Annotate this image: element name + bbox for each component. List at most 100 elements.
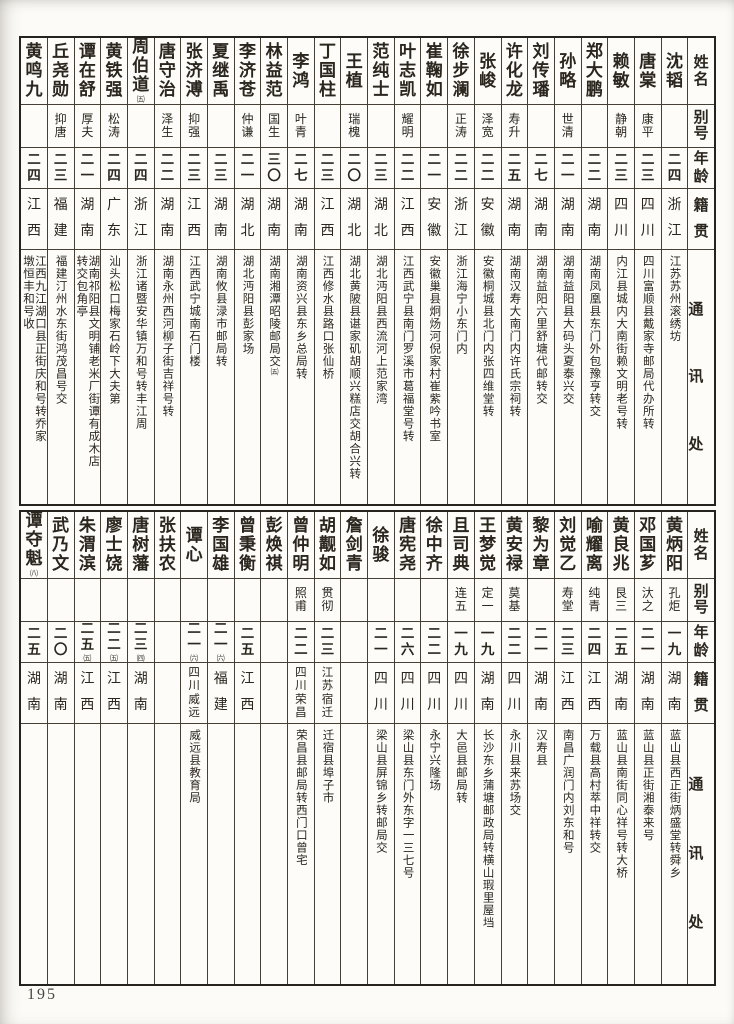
origin-cell: 江西 [581,663,608,724]
char: 渭 [78,535,96,554]
entry-column-1: 黄炳阳孔炬一九湖南蓝山县西正街炳盛堂转舜乡 [660,512,688,984]
char: 五 [27,642,41,657]
name-cell: 周伯道㈤ [127,38,154,105]
header-char: 号 [693,600,709,616]
address-text: 湖南永州西河柳子街吉祥号转 [161,255,174,418]
name-cell: 黎为章 [528,512,554,579]
address-cell: 荣昌县邮局转西门口曾宅 [288,724,314,984]
age-cell: 二三 [608,148,634,189]
entry-column-12: 范纯士二三湖北湖北沔阳县西流河上范家湾 [367,38,394,504]
char: 莫 [508,586,521,600]
char: 南 [213,223,228,239]
char: 江 [321,666,334,679]
char: 西 [400,223,415,239]
age-cell: 一九 [474,622,501,663]
name-cell: 谭心 [181,512,207,579]
char: 章 [532,554,550,573]
char: 江 [667,223,682,239]
char: 邓 [639,516,657,535]
name-cell: 李国雄 [207,512,234,579]
entry-column-7: 许化龙寿升二五湖南湖南汉寿大南门内许氏宗祠转 [500,38,528,504]
address-cell: 长沙东乡蒲塘邮政局转横山瑕里屋垱 [475,724,501,984]
header-char: 名 [693,71,709,88]
name-cell: 张扶农 [154,512,181,579]
char: 如 [319,554,337,573]
char: 建 [53,223,68,239]
char: 二 [507,152,522,167]
char: 二 [454,168,468,183]
char: 五 [240,642,255,657]
char: 勋 [52,80,70,99]
alias-cell [368,105,394,148]
char: 江 [240,672,255,688]
name-cell: 黄安禄 [501,512,528,579]
char: 继 [212,61,230,80]
name-cell: 王植 [341,38,368,105]
char: 湖 [293,198,308,214]
char: 喻 [585,516,603,535]
age-cell: 二三 [368,148,394,189]
char: 西 [587,697,602,713]
entry-column-8: 张峻泽宽二二安徽安徽桐城县北门内张四维堂转 [473,38,501,504]
char: 二 [400,152,415,167]
entry-column-20: 张扶农 [153,512,181,984]
name-cell: 黄炳阳 [661,512,688,579]
char: 扶 [158,535,176,554]
char: 梦 [479,535,497,554]
char: 迁 [321,707,334,719]
char: 南 [160,223,175,239]
header-char: 姓 [693,54,709,71]
address-cell: 梁山县东门外东字一三七号 [395,724,421,984]
name-cell: 唐棠 [634,38,661,105]
char: 艮 [615,586,628,600]
char: 澜 [452,80,470,99]
char: 川 [640,223,655,239]
address-cell: 湖南益阳六里舒塘代邮转交 [528,250,554,504]
age-cell: 二二 [501,622,528,663]
header-char: 别 [693,110,709,126]
address-cell [208,724,234,984]
char: 北 [347,223,362,239]
header-alias-cell: 别号 [688,579,714,622]
char: 一 [641,642,655,657]
char: 二 [534,152,548,167]
header-name-cell: 姓名 [688,512,714,579]
char: 青 [588,599,601,613]
char: 六 [400,642,415,657]
address-text: 威远县教育局 [188,729,201,804]
age-cell: 二三 [314,148,341,189]
char: 二 [374,152,388,167]
name-cell: 詹剑青 [341,512,368,579]
char: 生 [161,125,174,139]
origin-cell: 四川 [421,663,448,724]
char: 谭 [185,525,203,545]
origin-cell: 江西 [234,663,261,724]
address-cell: 大邑县邮局转 [448,724,474,984]
char: 树 [132,535,150,554]
entry-column-22: 廖士饶二二㈤江西 [100,512,127,984]
char: 耀 [401,112,414,126]
char: 湖 [587,198,602,214]
char: 一 [187,636,201,652]
char: 西 [320,223,335,239]
age-cell: 二三 [47,148,74,189]
char: 宿 [321,693,334,706]
entry-column-3: 赖敏静朝二三四川内江县城内大南街赖文明老号转 [607,38,634,504]
char: 南 [507,223,522,239]
char: 平 [641,125,654,139]
name-cell: 且司典 [448,512,474,579]
address-cell: 湖南湘潭昭陵邮局交㈤ [261,250,287,504]
address-cell: 永川县来苏场交 [502,724,528,984]
char: 连 [454,586,467,600]
char: 步 [452,61,470,80]
address-cell: 湖南凤凰县东门外包豫亨转交 [582,250,608,504]
alias-cell: 艮三 [608,579,634,622]
age-cell: 二二 [394,148,421,189]
char: 黄 [25,42,43,61]
age-cell: 二五 [608,622,634,663]
char: 江 [133,223,148,239]
header-char: 年 [693,625,709,641]
alias-cell: 静朝 [608,105,634,148]
char: 剑 [345,535,363,554]
char: 二 [400,168,415,183]
